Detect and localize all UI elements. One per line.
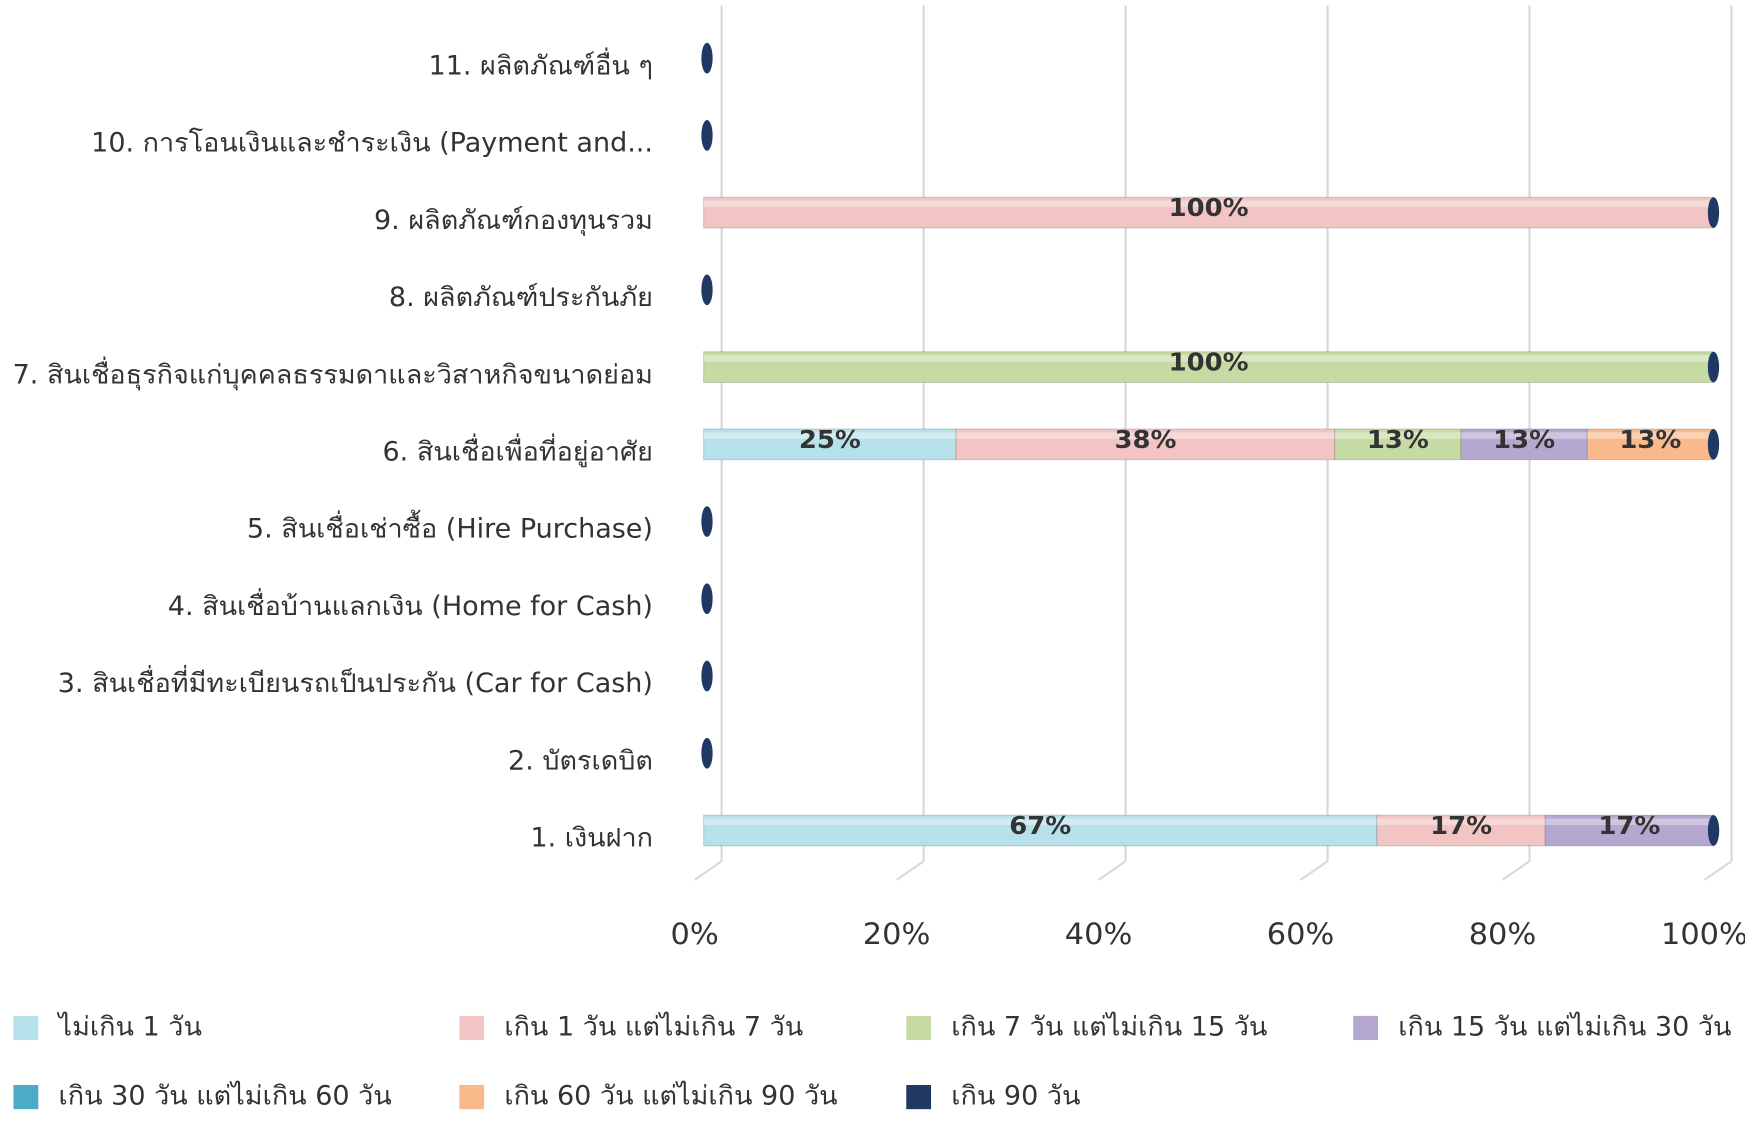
x-tick-label: 100% — [1661, 918, 1745, 953]
y-tick-label: 2. บัตรเดบิต — [508, 746, 653, 777]
y-tick-label: 6. สินเชื่อเพื่อที่อยู่อาศัย — [383, 433, 653, 468]
grid-line — [1097, 860, 1127, 881]
x-tick-label: 80% — [1469, 918, 1537, 953]
bar-segment — [703, 814, 1378, 847]
bar-end-cap — [1707, 815, 1720, 846]
legend-swatch — [13, 1085, 39, 1110]
data-label: 25% — [799, 425, 861, 455]
bar-segment — [1334, 428, 1462, 461]
legend-label: เกิน 30 วัน แต่ไม่เกิน 60 วัน — [59, 1081, 392, 1112]
legend-swatch — [1353, 1015, 1378, 1041]
bar-highlight — [703, 200, 1714, 208]
data-label: 13% — [1493, 425, 1555, 455]
x-tick-label: 20% — [863, 918, 931, 953]
legend-swatch — [459, 1085, 485, 1110]
legend-swatch — [13, 1015, 39, 1041]
bar-highlight — [1461, 432, 1588, 439]
bar-segment — [1376, 814, 1546, 847]
bar-segment — [1586, 428, 1715, 461]
bar-end-cap — [1707, 197, 1720, 228]
legend-label: เกิน 1 วัน แต่ไม่เกิน 7 วัน — [504, 1012, 803, 1043]
bar-end-cap — [701, 660, 713, 692]
grid-line — [1299, 860, 1329, 881]
data-label: 13% — [1367, 425, 1429, 455]
y-tick-label: 4. สินเชื่อบ้านแลกเงิน (Home for Cash) — [168, 587, 653, 622]
bar-segment — [703, 428, 957, 461]
bar-end-cap — [701, 42, 713, 74]
bar-segment — [703, 196, 1715, 229]
grid-line — [1703, 860, 1733, 881]
data-label: 67% — [1009, 811, 1071, 841]
x-tick-label: 40% — [1065, 918, 1133, 953]
grid-line — [1501, 860, 1531, 881]
data-label: 100% — [1169, 348, 1249, 378]
legend-swatch — [459, 1015, 485, 1041]
y-tick-label: 7. สินเชื่อธุรกิจแก่บุคคลธรรมดาและวิสาหก… — [13, 356, 653, 391]
bar-highlight — [703, 355, 1714, 362]
bar-end-cap — [701, 120, 713, 151]
bar-highlight — [703, 432, 957, 439]
y-tick-label: 11. ผลิตภัณฑ์อื่น ๆ — [429, 47, 653, 82]
y-tick-label: 9. ผลิตภัณฑ์กองทุนรวม — [374, 205, 653, 236]
bar-highlight — [1545, 818, 1714, 826]
x-tick-label: 60% — [1267, 918, 1335, 953]
x-tick-label: 0% — [671, 918, 719, 953]
y-tick-label: 8. ผลิตภัณฑ์ประกันภัย — [389, 282, 653, 313]
data-label: 38% — [1114, 425, 1176, 455]
legend-swatch — [906, 1015, 932, 1041]
grid-line — [895, 860, 925, 881]
bar-end-cap — [701, 274, 713, 306]
data-label: 100% — [1169, 194, 1249, 224]
legend-label: เกิน 60 วัน แต่ไม่เกิน 90 วัน — [504, 1081, 837, 1112]
y-tick-label: 10. การโอนเงินและชำระเงิน (Payment and..… — [91, 128, 653, 159]
bar-highlight — [1376, 818, 1546, 826]
grid-line — [693, 860, 723, 881]
y-tick-label: 1. เงินฝาก — [530, 823, 653, 854]
legend-label: เกิน 7 วัน แต่ไม่เกิน 15 วัน — [951, 1012, 1267, 1043]
legend-label: เกิน 15 วัน แต่ไม่เกิน 30 วัน — [1398, 1012, 1731, 1043]
data-label: 13% — [1619, 425, 1681, 455]
bar-end-cap — [701, 583, 713, 615]
bar-highlight — [1334, 432, 1462, 439]
bar-segment — [1460, 428, 1588, 461]
data-label: 17% — [1598, 811, 1660, 841]
bar-end-cap — [701, 737, 713, 769]
bar-highlight — [956, 432, 1335, 439]
y-tick-label: 5. สินเชื่อเช่าซื้อ (Hire Purchase) — [247, 510, 653, 545]
legend-label: เกิน 90 วัน — [951, 1081, 1080, 1112]
bar-highlight — [1587, 432, 1714, 439]
bar-end-cap — [701, 506, 713, 537]
y-tick-label: 3. สินเชื่อที่มีทะเบียนรถเป็นประกัน (Car… — [58, 665, 653, 700]
legend-swatch — [906, 1085, 932, 1110]
bar-end-cap — [1707, 351, 1720, 383]
data-label: 17% — [1430, 811, 1492, 841]
bar-segment — [955, 428, 1336, 461]
bar-end-cap — [1707, 428, 1720, 460]
legend-label: ไม่เกิน 1 วัน — [57, 1012, 202, 1043]
bar-highlight — [703, 818, 1377, 826]
bar-segment — [1544, 814, 1715, 847]
